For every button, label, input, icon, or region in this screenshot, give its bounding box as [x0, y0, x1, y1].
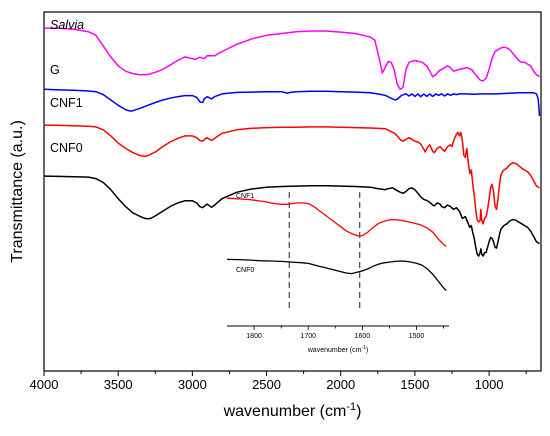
series-line-salvia [44, 27, 540, 90]
inset-x-tick-label-1600: 1600 [355, 333, 371, 340]
x-tick-label-3000: 3000 [178, 377, 207, 392]
main-plot: 4000 3500 3000 2500 2000 1500 1000 Salvia G CNF1 C… [9, 11, 542, 420]
series-label-cnf0: CNF0 [50, 141, 83, 155]
x-tick-label-4000: 4000 [30, 377, 59, 392]
inset-x-tick-label-1500: 1500 [409, 333, 425, 340]
inset-plot: 1800 1700 1600 1500 CNF1 CNF0 wavenumber (cm-1… [226, 192, 449, 354]
series-line-g [43, 88, 541, 117]
inset-series-label-cnf1: CNF1 [236, 193, 254, 200]
series-line-cnf0 [43, 175, 540, 257]
x-tick-label-1500: 1500 [400, 377, 429, 392]
inset-series-line-cnf0 [226, 258, 447, 292]
inset-x-tick-label-1800: 1800 [246, 333, 262, 340]
x-axis-title: wavenumber (cm-1) [223, 401, 362, 420]
series-label-salvia: Salvia [50, 18, 84, 32]
x-tick-label-2500: 2500 [252, 377, 281, 392]
series-label-g: G [50, 63, 60, 77]
inset-series-line-cnf1 [226, 197, 447, 247]
x-tick-label-3500: 3500 [104, 377, 133, 392]
inset-series-label-cnf0: CNF0 [236, 267, 254, 274]
y-axis-title: Transmittance (a.u.) [9, 120, 26, 263]
inset-x-axis-title: wavenumber (cm-1) [307, 345, 368, 354]
series-label-cnf1: CNF1 [50, 96, 83, 110]
series-line-cnf1 [43, 124, 540, 225]
plot-frame [43, 11, 542, 372]
inset-x-tick-label-1700: 1700 [300, 333, 316, 340]
x-tick-label-2000: 2000 [326, 377, 355, 392]
x-tick-label-1000: 1000 [475, 377, 504, 392]
